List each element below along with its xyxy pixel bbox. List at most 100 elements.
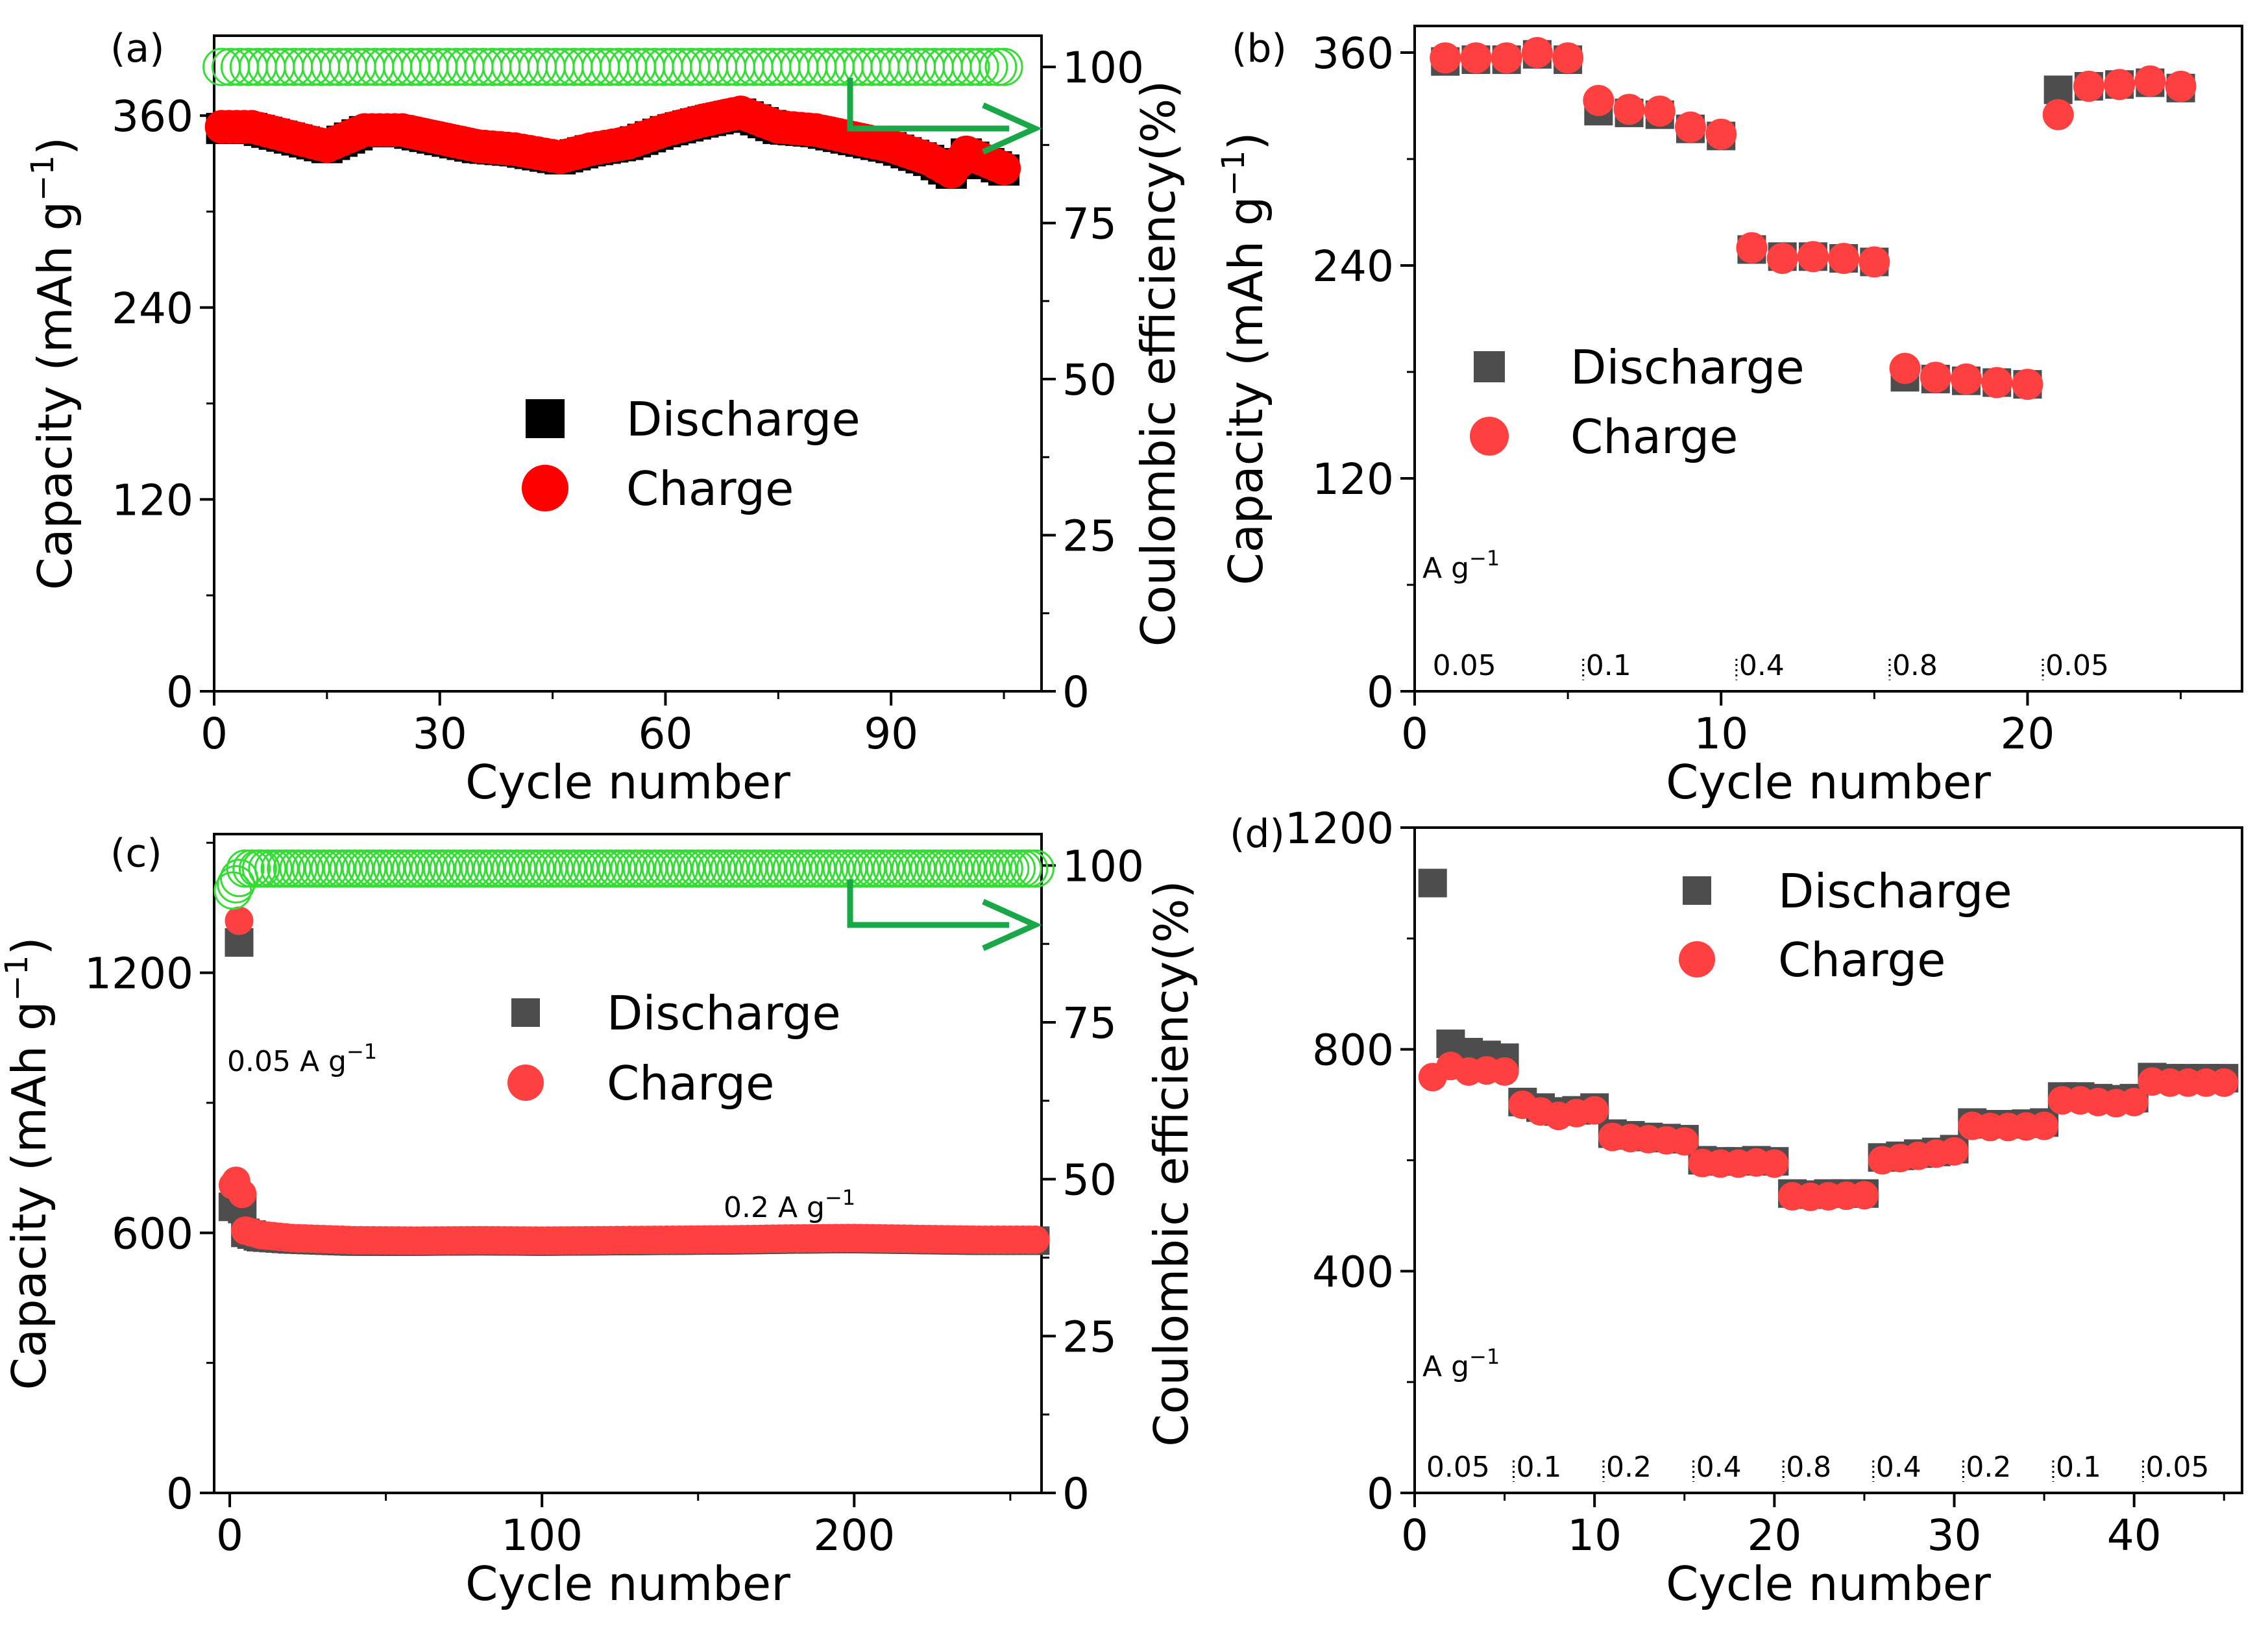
panel-d-y-tick-label: 0 [1367, 1469, 1394, 1519]
panel-c-ce-point [791, 849, 830, 888]
panel-c-annotation-rate-1: 0.05 A g−1 [227, 1039, 377, 1078]
panel-b-legend-discharge-marker [1474, 351, 1505, 382]
panel-a-label: (a) [110, 26, 165, 71]
panel-a-ce-point [969, 47, 1008, 86]
panel-a-y2-tick-label: 0 [1062, 667, 1090, 717]
panel-c-ce-point [947, 849, 986, 888]
panel-a-ce-point [984, 47, 1023, 86]
panel-b-x-tick-label: 10 [1694, 709, 1748, 759]
panel-a-y2-axis-title: Coulombic efficiency(%) [1131, 80, 1186, 647]
panel-b-charge-point [2012, 369, 2043, 400]
panel-d-rate-label: 0.2 [1966, 1451, 2011, 1484]
panel-c-ce-point [641, 849, 680, 888]
panel-c-ce-point [304, 849, 343, 888]
panel-a-x-tick-label: 30 [413, 709, 467, 759]
panel-c-ce-point [660, 849, 699, 888]
panel-a-axes-frame [213, 34, 1043, 693]
panel-c-y2-axis-title: Coulombic efficiency(%) [1144, 880, 1199, 1447]
panel-c-ce-point [529, 849, 568, 888]
panel-c-arrow-line [847, 880, 1009, 928]
panel-c-ce-point [698, 849, 737, 888]
panel-c-ce-point [248, 849, 287, 888]
panel-d-charge-point [1580, 1096, 1609, 1125]
panel-c-ce-point [934, 849, 973, 888]
panel-c-ce-point [241, 849, 280, 888]
panel-d-rate-label: 0.2 [1606, 1451, 1652, 1484]
panel-c-ce-point [866, 849, 905, 888]
panel-c-ce-point [929, 849, 968, 888]
panel-b-charge-point [1552, 42, 1584, 74]
panel-c-ce-point [485, 849, 524, 888]
panel-a-arrow-line [847, 78, 1009, 132]
panel-c-ce-point [560, 849, 599, 888]
panel-b-rate-label: 0.8 [1892, 649, 1938, 682]
panel-b-charge-point [1644, 95, 1676, 127]
panel-d-charge-point [2210, 1068, 2239, 1097]
panel-c-ce-point [585, 849, 624, 888]
panel-b-charge-point [1951, 363, 1982, 395]
panel-c-ce-point [410, 849, 449, 888]
panel-c-y-tick-label: 600 [112, 1209, 193, 1259]
panel-b-charge-point [2134, 65, 2166, 97]
panel-b-y-axis-title: Capacity (mAh g−1) [1215, 132, 1273, 585]
panel-c-ce-point [729, 849, 768, 888]
panel-d-x-tick-label: 10 [1567, 1510, 1622, 1560]
panel-c-ce-point [897, 849, 936, 888]
panel-b-rate-label: 0.05 [1433, 649, 1496, 682]
panel-c-ce-point [472, 849, 511, 888]
panel-c-ce-point [510, 849, 549, 888]
panel-c-ce-point [972, 849, 1011, 888]
panel-c-label: (c) [110, 831, 162, 876]
panel-c-ce-point [997, 849, 1036, 888]
panel-d-charge-point [1940, 1137, 1969, 1166]
panel-d-legend-charge-marker [1679, 941, 1715, 978]
panel-b-label: (b) [1232, 26, 1287, 71]
panel-b-charge-point [2104, 69, 2136, 101]
panel-d-rate-label: 0.4 [1876, 1451, 1921, 1484]
panel-c-ce-point [441, 849, 480, 888]
panel-c-ce-point [598, 849, 637, 888]
panel-d-rate-label: 0.05 [2146, 1451, 2210, 1484]
panel-c-ce-point [491, 849, 530, 888]
panel-c-y2-tick-label: 0 [1062, 1469, 1090, 1519]
panel-c-ce-point [760, 849, 799, 888]
panel-b-legend-discharge-label: Discharge [1570, 340, 1805, 395]
panel-c-x-axis-title: Cycle number [465, 1557, 790, 1611]
panel-d-rate-label: 0.05 [1426, 1451, 1490, 1484]
panel-c-ce-point [847, 849, 886, 888]
panel-a-ce-point [960, 47, 999, 86]
panel-c-ce-point [391, 849, 430, 888]
panel-c-ce-point [435, 849, 474, 888]
panel-b-charge-point [1491, 42, 1522, 74]
panel-c-ce-point [841, 849, 880, 888]
panel-c-ce-point [317, 849, 356, 888]
panel-c-ce-point [941, 849, 980, 888]
panel-c-ce-point [966, 849, 1005, 888]
panel-b-charge-point [1889, 352, 1921, 384]
panel-b-charge-point [1828, 243, 1860, 275]
panel-c-ce-point [226, 849, 265, 888]
panel-c-ce-point [273, 849, 311, 888]
panel-c-y-axis-title: Capacity (mAh g−1) [0, 937, 56, 1390]
panel-c-ce-point [785, 849, 823, 888]
panel-d-axes-frame [1413, 826, 2243, 1494]
panel-d-charge-point [2030, 1111, 2059, 1140]
panel-c-ce-point [517, 849, 555, 888]
panel-c-ce-point [798, 849, 836, 888]
panel-c-charge-point [225, 906, 254, 935]
panel-b-charge-point [1859, 246, 1890, 278]
panel-d-charge-point [1849, 1181, 1879, 1210]
panel-b-current-unit: A g−1 [1422, 546, 1500, 585]
panel-c-y2-tick-label: 50 [1062, 1155, 1117, 1205]
panel-c-ce-point [279, 849, 318, 888]
panel-c-ce-point [703, 849, 742, 888]
panel-d-x-tick-label: 30 [1927, 1510, 1982, 1560]
panel-a-y-tick-label: 360 [112, 92, 193, 142]
panel-c-ce-point [872, 849, 911, 888]
panel-c-ce-point [910, 849, 949, 888]
panel-c-ce-point [672, 849, 711, 888]
panel-c-arrow-head [982, 898, 1042, 952]
panel-a-arrow-head [982, 102, 1042, 155]
panel-c-ce-point [372, 849, 411, 888]
panel-c-ce-point [879, 849, 918, 888]
